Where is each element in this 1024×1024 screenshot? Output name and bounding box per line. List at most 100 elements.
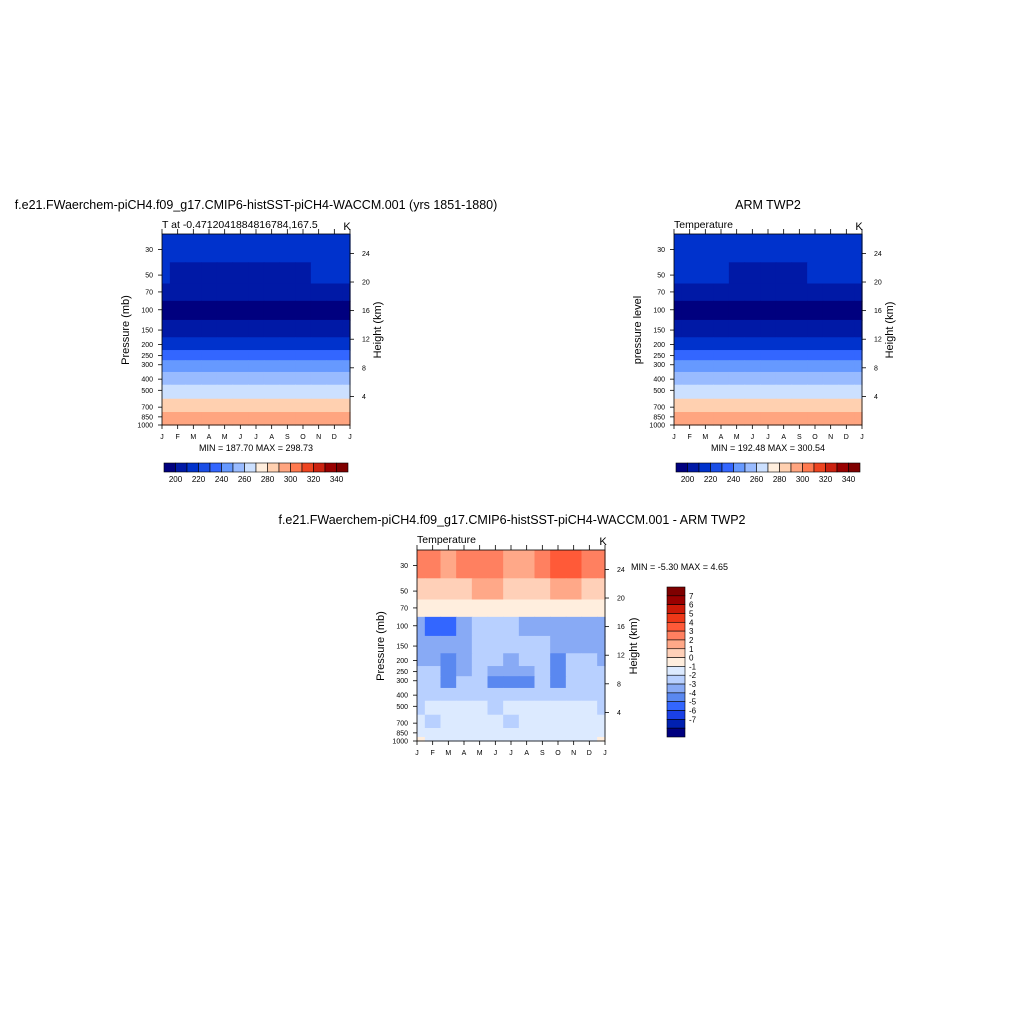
obs-cell [791, 319, 808, 338]
diff-cell [424, 728, 442, 738]
obs-cell [744, 412, 761, 422]
diff-cell [581, 666, 598, 677]
diff-cell [487, 676, 504, 689]
model-cell [295, 420, 312, 426]
diff-colorbar-swatch [666, 604, 686, 614]
obs-cell [713, 398, 730, 413]
obs-x-label: A [719, 434, 724, 441]
obs-cell [697, 300, 714, 321]
model-cell [342, 412, 351, 422]
model-cell [185, 398, 202, 413]
model-cell [248, 234, 265, 263]
obs-cell [822, 300, 840, 321]
obs-cell [728, 319, 746, 338]
diff-cell [456, 687, 473, 702]
model-cell [263, 337, 281, 351]
diff-cell [471, 578, 489, 601]
obs-x-label: F [688, 434, 692, 441]
model-cell [279, 283, 296, 302]
obs-cell [838, 360, 855, 373]
diff-cell [534, 676, 551, 689]
obs-cell [791, 384, 808, 400]
model-cell [279, 262, 296, 285]
obs-cell [728, 234, 746, 263]
diff-cell [456, 728, 473, 738]
diff-cell [565, 728, 583, 738]
obs-cell [791, 234, 808, 263]
diff-colorbar-swatch [666, 657, 686, 667]
obs-cell [681, 262, 699, 285]
model-cell [263, 420, 281, 426]
model-cell [326, 371, 343, 386]
obs-p-label: 1000 [649, 423, 665, 430]
obs-cell [775, 337, 793, 351]
model-cell [279, 384, 296, 400]
diff-colorbar-swatch [666, 586, 686, 597]
obs-cell [713, 300, 730, 321]
model-cell [232, 337, 249, 351]
diff-cell [487, 714, 504, 729]
diff-cell [581, 676, 598, 689]
diff-cell [518, 550, 536, 579]
model-cell [185, 350, 202, 361]
obs-cell [775, 412, 793, 422]
model-colorbar-swatch [209, 462, 222, 473]
diff-x-label: J [494, 750, 498, 757]
obs-p-label: 70 [657, 289, 665, 296]
obs-cell [791, 262, 808, 285]
obs-cell [775, 300, 793, 321]
diff-cell [440, 687, 457, 702]
model-p-label: 300 [141, 362, 153, 369]
obs-cell [854, 283, 863, 302]
model-cell [169, 234, 187, 263]
model-cell [248, 319, 265, 338]
obs-cell [822, 337, 840, 351]
diff-cell [487, 550, 504, 579]
model-cell [263, 384, 281, 400]
obs-cell [728, 371, 746, 386]
model-cell [248, 350, 265, 361]
diff-p-label: 50 [400, 589, 408, 596]
model-colorbar-swatch [267, 462, 280, 473]
diff-cell [518, 736, 536, 742]
model-cell [279, 300, 296, 321]
model-cell [310, 371, 328, 386]
model-p-label: 70 [145, 289, 153, 296]
obs-cell [791, 283, 808, 302]
diff-cell [534, 666, 551, 677]
obs-cell [822, 412, 840, 422]
obs-cell [854, 262, 863, 285]
diff-cell [503, 736, 520, 742]
diff-cell [581, 700, 598, 716]
model-cell [342, 234, 351, 263]
obs-cell [674, 234, 683, 263]
obs-cell [713, 262, 730, 285]
model-cell [169, 360, 187, 373]
diff-cell [518, 578, 536, 601]
model-cell [201, 360, 218, 373]
model-cell [216, 360, 234, 373]
model-cell [201, 283, 218, 302]
obs-cell [822, 360, 840, 373]
diff-cell [471, 616, 489, 637]
diff-p-label: 700 [396, 721, 408, 728]
diff-cell [518, 635, 536, 654]
diff-cell [565, 578, 583, 601]
obs-cell [807, 360, 824, 373]
model-cell [185, 234, 202, 263]
obs-cell [775, 350, 793, 361]
obs-colorbar-swatch [802, 462, 815, 473]
obs-h-label: 8 [874, 365, 878, 372]
diff-colorbar-swatch [666, 666, 686, 676]
obs-cell [728, 337, 746, 351]
model-cell [248, 420, 265, 426]
model-x-label: J [254, 434, 258, 441]
diff-cell [417, 578, 426, 601]
model-cell [279, 420, 296, 426]
obs-cell [728, 420, 746, 426]
diff-cell [534, 635, 551, 654]
model-cell [232, 300, 249, 321]
diff-colorbar-swatch [666, 621, 686, 632]
diff-cell [424, 736, 442, 742]
model-cell [326, 350, 343, 361]
